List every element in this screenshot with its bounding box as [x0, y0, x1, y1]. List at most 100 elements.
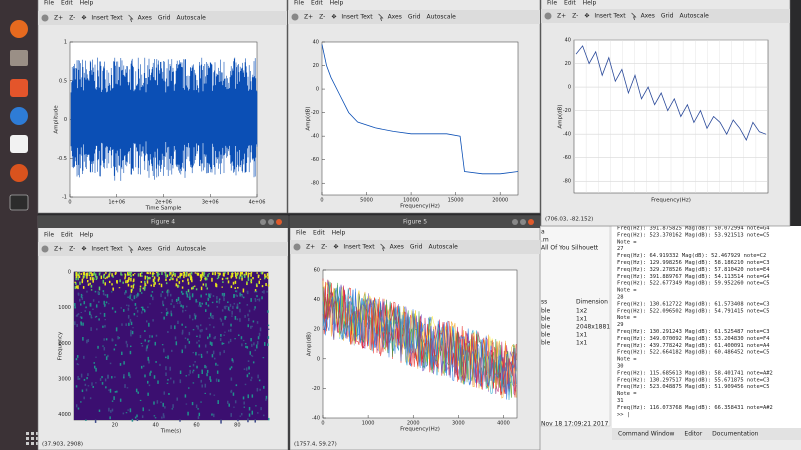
- command-line: Freq(Hz): 329.278526 Mag(dB): 57.810420 …: [617, 267, 770, 273]
- toolbar-button[interactable]: Autoscale: [679, 13, 709, 20]
- window-button[interactable]: [520, 219, 526, 225]
- software-icon[interactable]: [10, 79, 28, 97]
- help-icon[interactable]: [10, 107, 28, 125]
- spectrogram-cell: [199, 301, 201, 306]
- menu-item[interactable]: File: [44, 232, 54, 239]
- files-icon[interactable]: [10, 50, 28, 66]
- pointer-icon[interactable]: [378, 13, 384, 22]
- toolbar-icon[interactable]: [41, 14, 49, 22]
- spectrogram-cell: [89, 397, 92, 400]
- pointer-icon[interactable]: [380, 243, 386, 252]
- toolbar-button[interactable]: Grid: [408, 14, 421, 21]
- toolbar-button[interactable]: Z-: [321, 244, 327, 251]
- toolbar-icon[interactable]: [293, 243, 301, 251]
- spectrogram-cell: [252, 320, 255, 323]
- toolbar-button[interactable]: Z-: [69, 246, 75, 253]
- spectrogram-cell: [172, 277, 174, 281]
- window-button[interactable]: [260, 219, 266, 225]
- toolbar-button[interactable]: Autoscale: [426, 14, 456, 21]
- spectrogram-cell: [176, 397, 178, 401]
- spectrogram-cell: [140, 292, 143, 294]
- toolbar-button[interactable]: Insert Text: [341, 14, 373, 21]
- toolbar-button[interactable]: Z+: [306, 244, 315, 251]
- menu-item[interactable]: File: [547, 0, 557, 7]
- toolbar-button[interactable]: Z-: [69, 15, 75, 22]
- spectrogram-cell: [204, 383, 207, 388]
- y-tick-label: 2000: [58, 341, 71, 347]
- toolbar-button[interactable]: Axes: [138, 15, 152, 22]
- pan-icon[interactable]: ✥: [81, 15, 86, 22]
- toolbar-button[interactable]: Insert Text: [91, 15, 123, 22]
- toolbar-button[interactable]: Insert Text: [343, 244, 375, 251]
- panel-tab[interactable]: Editor: [684, 431, 702, 438]
- spectrogram-cell: [151, 291, 154, 293]
- spectrogram-cell: [205, 365, 208, 369]
- menu-item[interactable]: Help: [330, 0, 344, 7]
- menu-item[interactable]: File: [44, 0, 54, 7]
- window-button[interactable]: [528, 219, 534, 225]
- toolbar-button[interactable]: Z+: [54, 15, 63, 22]
- spectrogram-cell: [120, 307, 123, 309]
- spectrogram-cell: [229, 367, 231, 371]
- menu-item[interactable]: Edit: [311, 0, 323, 7]
- spectrogram-cell: [141, 311, 143, 314]
- amazon-icon[interactable]: [10, 135, 28, 153]
- spectrogram-cell: [234, 315, 237, 320]
- spectrogram-cell: [199, 329, 202, 332]
- toolbar-button[interactable]: Insert Text: [594, 13, 626, 20]
- y-tick-label: -60: [311, 157, 319, 163]
- window-button[interactable]: [268, 219, 274, 225]
- toolbar-button[interactable]: Grid: [410, 244, 423, 251]
- pointer-icon[interactable]: [128, 14, 134, 23]
- toolbar-button[interactable]: Axes: [641, 13, 655, 20]
- toolbar-button[interactable]: Grid: [158, 246, 171, 253]
- toolbar-button[interactable]: Z-: [572, 13, 578, 20]
- panel-tab[interactable]: Documentation: [712, 431, 758, 438]
- spectrogram-cell: [91, 277, 94, 281]
- toolbar-button[interactable]: Axes: [138, 246, 152, 253]
- menu-item[interactable]: Edit: [61, 232, 73, 239]
- toolbar-button[interactable]: Grid: [661, 13, 674, 20]
- toolbar-button[interactable]: Autoscale: [428, 244, 458, 251]
- pan-icon[interactable]: ✥: [81, 246, 86, 253]
- pan-icon[interactable]: ✥: [333, 244, 338, 251]
- toolbar-button[interactable]: Z+: [54, 246, 63, 253]
- spectrogram-cell: [102, 325, 104, 328]
- menu-item[interactable]: File: [294, 0, 304, 7]
- toolbar-button[interactable]: Z-: [319, 14, 325, 21]
- toolbar-icon[interactable]: [544, 12, 552, 20]
- pointer-icon[interactable]: [631, 12, 637, 21]
- menu-item[interactable]: Help: [332, 230, 346, 237]
- menu-item[interactable]: File: [296, 230, 306, 237]
- spectrogram-cell: [226, 305, 228, 308]
- toolbar-icon[interactable]: [41, 245, 49, 253]
- spectrogram-cell: [215, 378, 218, 382]
- browser-icon[interactable]: [10, 20, 28, 38]
- ubuntu-icon[interactable]: [10, 164, 28, 182]
- menu-item[interactable]: Help: [80, 0, 94, 7]
- spectrogram-cell: [177, 296, 180, 301]
- terminal-icon[interactable]: [9, 194, 29, 211]
- toolbar-button[interactable]: Z+: [557, 13, 566, 20]
- menu-item[interactable]: Help: [80, 232, 94, 239]
- window-button[interactable]: [276, 219, 282, 225]
- menu-item[interactable]: Edit: [564, 0, 576, 7]
- menu-item[interactable]: Edit: [313, 230, 325, 237]
- toolbar-button[interactable]: Grid: [158, 15, 171, 22]
- toolbar-button[interactable]: Axes: [388, 14, 402, 21]
- panel-tab[interactable]: Command Window: [618, 431, 674, 438]
- window-button[interactable]: [512, 219, 518, 225]
- toolbar-button[interactable]: Z+: [304, 14, 313, 21]
- spectrogram-cell: [235, 290, 237, 292]
- menu-item[interactable]: Help: [583, 0, 597, 7]
- pointer-icon[interactable]: [128, 245, 134, 254]
- pan-icon[interactable]: ✥: [584, 13, 589, 20]
- menu-item[interactable]: Edit: [61, 0, 73, 7]
- toolbar-button[interactable]: Axes: [390, 244, 404, 251]
- toolbar-icon[interactable]: [291, 13, 299, 21]
- pan-icon[interactable]: ✥: [331, 14, 336, 21]
- apps-grid-icon[interactable]: [26, 432, 39, 445]
- toolbar-button[interactable]: Autoscale: [176, 15, 206, 22]
- toolbar-button[interactable]: Autoscale: [176, 246, 206, 253]
- toolbar-button[interactable]: Insert Text: [91, 246, 123, 253]
